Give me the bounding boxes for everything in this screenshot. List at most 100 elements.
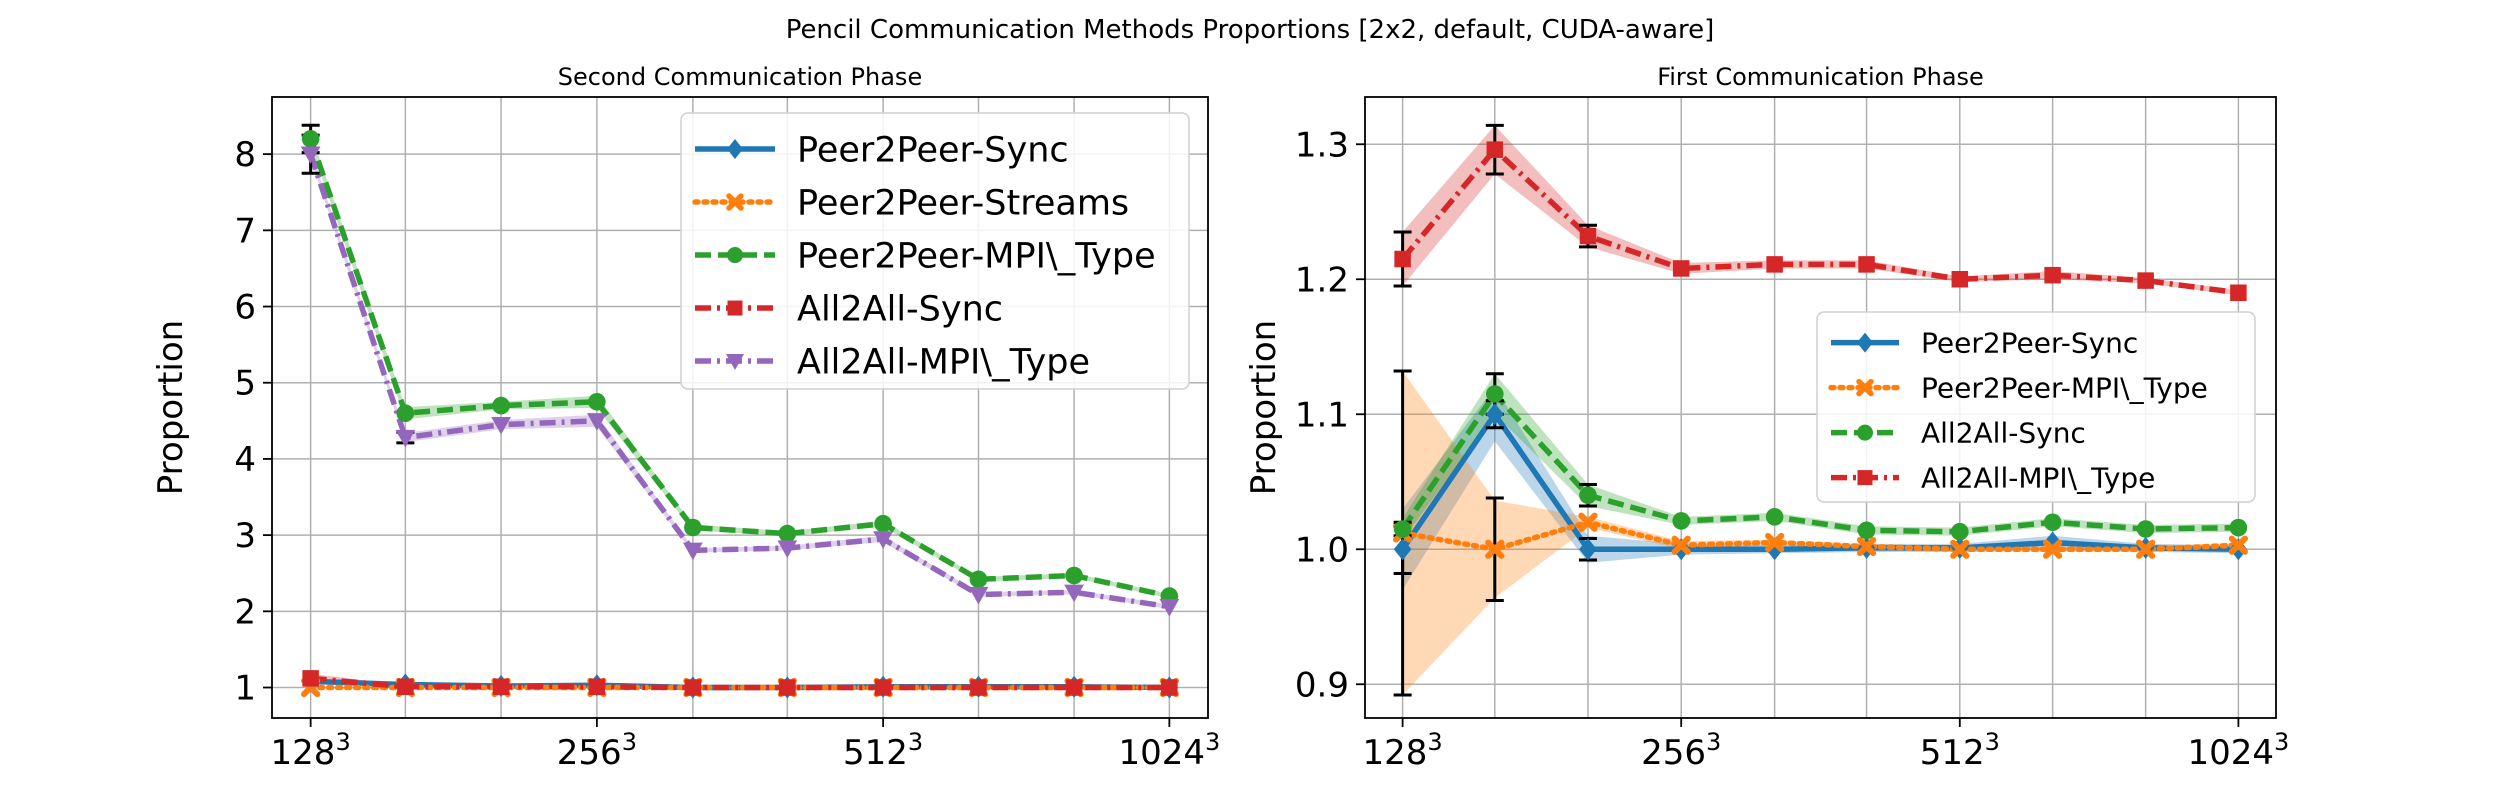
x-tick-label: 10243 — [2187, 728, 2289, 773]
y-tick-label: 8 — [234, 135, 256, 175]
y-tick-label: 1.1 — [1295, 395, 1349, 435]
data-point-all2all-mpi-type — [1766, 256, 1783, 273]
data-point-peer2peer-mpi-type — [396, 404, 415, 423]
data-point-peer2peer-mpi-type — [588, 392, 606, 411]
data-point-all2all-mpi-type — [777, 540, 798, 558]
data-point-all2all-sync — [2043, 513, 2062, 532]
legend-marker-peer2peer-sync — [727, 139, 743, 160]
data-point-all2all-sync — [492, 678, 510, 696]
data-point-peer2peer-mpi-type — [1950, 539, 1970, 559]
data-point-all2all-sync — [1161, 679, 1178, 696]
legend-label-peer2peer-sync: Peer2Peer-Sync — [1921, 327, 2138, 360]
data-point-all2all-sync — [1486, 385, 1504, 403]
legend-label-all2all-sync: All2All-Sync — [797, 290, 1003, 330]
x-tick-label: 2563 — [1641, 728, 1721, 773]
chart-second-communication-phase: 1 2 3 4 5 6 7 8 1283 2563 5123 10243 Second Communic… — [151, 63, 1220, 773]
figure-title: Pencil Communication Methods Proportions… — [786, 15, 1715, 45]
x-tick-label: 2563 — [557, 728, 637, 773]
data-point-all2all-mpi-type — [1394, 250, 1411, 268]
legend-label-peer2peer-streams: Peer2Peer-Streams — [797, 184, 1129, 224]
data-point-all2all-mpi-type — [873, 531, 894, 549]
band-peer2peer-sync — [1402, 387, 2239, 590]
x-tick-label: 5123 — [843, 728, 923, 773]
data-point-all2all-sync — [1579, 486, 1597, 505]
data-point-all2all-mpi-type — [2230, 284, 2247, 301]
axes-frame — [1364, 96, 2277, 719]
legend-label-peer2peer-sync: Peer2Peer-Sync — [797, 131, 1069, 171]
x-tick-label: 1283 — [1363, 728, 1443, 773]
legend-marker-peer2peer-mpi-type — [727, 247, 743, 264]
legend-marker-all2all-sync — [727, 300, 743, 316]
x-tick-label: 5123 — [1920, 728, 2000, 773]
legend-label-all2all-mpi-type: All2All-MPI\_Type — [797, 343, 1090, 383]
band-all2all-mpi-type — [1402, 125, 2239, 296]
data-point-all2all-sync — [1672, 512, 1691, 530]
legend-marker-peer2peer-streams — [726, 193, 744, 211]
legend: Peer2Peer-Sync Peer2Peer-Streams Peer2Peer… — [680, 112, 1190, 390]
series-line-peer2peer-mpi-type — [1399, 519, 2242, 552]
y-tick-label: 2 — [234, 592, 256, 632]
data-point-peer2peer-mpi-type — [1485, 539, 1505, 559]
axes-frame — [271, 96, 1209, 719]
data-point-all2all-mpi-type — [1064, 584, 1084, 603]
data-point-all2all-mpi-type — [586, 413, 607, 431]
y-tick-label: 5 — [234, 364, 256, 404]
data-point-peer2peer-mpi-type — [492, 396, 510, 415]
x-tick-label: 1283 — [271, 728, 351, 773]
data-point-all2all-mpi-type — [1486, 141, 1504, 158]
data-point-all2all-sync — [1950, 522, 1969, 541]
data-point-all2all-sync — [2136, 520, 2155, 538]
data-point-peer2peer-mpi-type — [684, 518, 702, 537]
legend-label-all2all-mpi-type: All2All-MPI\_Type — [1921, 462, 2155, 495]
data-point-peer2peer-mpi-type — [778, 524, 797, 543]
data-point-all2all-sync — [1765, 508, 1784, 526]
y-tick-label: 0.9 — [1295, 665, 1349, 705]
data-point-all2all-sync — [779, 679, 796, 696]
legend-marker-all2all-sync — [1857, 424, 1873, 441]
y-tick-label: 3 — [234, 516, 256, 556]
band-all2all-sync — [1402, 373, 2239, 540]
series-line-all2all-mpi-type — [308, 153, 1170, 610]
y-tick-label: 4 — [234, 440, 256, 480]
data-point-peer2peer-mpi-type — [1765, 532, 1785, 553]
data-point-all2all-mpi-type — [1951, 271, 1969, 288]
series-line-peer2peer-mpi-type — [308, 138, 1170, 599]
series-line-all2all-sync — [1400, 391, 2239, 535]
data-point-all2all-mpi-type — [682, 542, 703, 561]
data-point-all2all-mpi-type — [968, 586, 989, 605]
legend-marker-peer2peer-mpi-type — [1856, 378, 1874, 397]
y-axis-label: Proportion — [151, 320, 191, 495]
y-tick-label: 1 — [234, 669, 256, 709]
data-point-peer2peer-sync — [1579, 538, 1597, 561]
data-point-all2all-sync — [397, 678, 414, 696]
y-tick-label: 1.2 — [1295, 260, 1349, 300]
data-point-peer2peer-mpi-type — [874, 514, 892, 533]
series-line-all2all-mpi-type — [1400, 146, 2239, 296]
chart-first-communication-phase: 0.9 1.0 1.1 1.2 1.3 1283 2563 5123 10243 First Co… — [1244, 63, 2289, 773]
legend-label-peer2peer-mpi-type: Peer2Peer-MPI\_Type — [797, 237, 1156, 277]
data-point-peer2peer-mpi-type — [301, 130, 320, 148]
data-point-all2all-sync — [1393, 520, 1412, 538]
y-tick-label: 7 — [234, 211, 256, 251]
data-point-all2all-mpi-type — [1858, 256, 1875, 273]
data-point-all2all-mpi-type — [2137, 272, 2154, 289]
y-tick-label: 1.0 — [1295, 530, 1349, 570]
legend-marker-all2all-mpi-type — [726, 354, 744, 371]
data-point-peer2peer-mpi-type — [969, 570, 988, 589]
data-point-all2all-mpi-type — [1579, 227, 1597, 245]
data-point-peer2peer-mpi-type — [1065, 566, 1083, 585]
legend-marker-all2all-mpi-type — [1857, 470, 1873, 486]
data-point-peer2peer-mpi-type — [1856, 536, 1877, 557]
chart-title: First Communication Phase — [1657, 63, 1984, 91]
series-line-all2all-sync — [310, 675, 1170, 691]
data-point-all2all-sync — [874, 679, 892, 696]
legend-marker-peer2peer-sync — [1857, 332, 1873, 353]
legend-box — [1816, 311, 2256, 503]
data-point-all2all-sync — [684, 679, 702, 696]
data-point-all2all-mpi-type — [395, 429, 416, 448]
data-point-all2all-mpi-type — [1159, 599, 1180, 617]
data-point-all2all-mpi-type — [1672, 260, 1690, 277]
data-point-all2all-sync — [302, 670, 319, 687]
chart-title: Second Communication Phase — [558, 63, 922, 91]
